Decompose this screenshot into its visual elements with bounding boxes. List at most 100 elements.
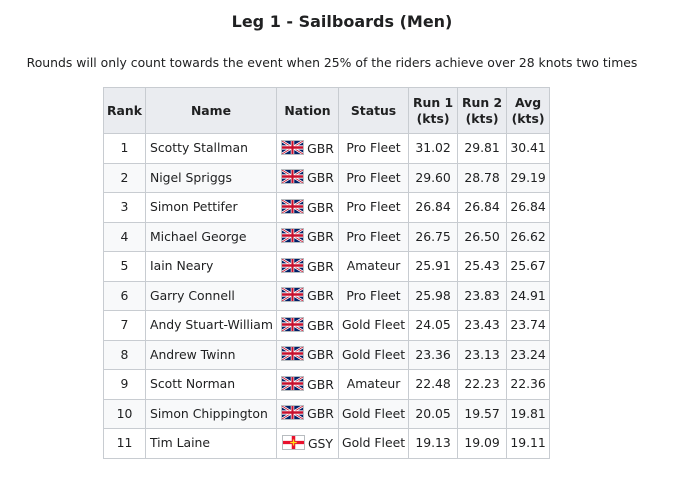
table-row: 6 Garry Connell GBR Pro Fleet 25.98 23.83 24.9… [103,280,551,311]
run1-cell: 24.05 [408,310,459,341]
avg-cell: 30.41 [506,133,551,164]
nation-code: GBR [307,288,334,304]
run2-cell: 26.84 [457,192,508,223]
avg-cell: 23.74 [506,310,551,341]
nation-cell: GBR [275,310,339,341]
col-nation: Nation [275,87,339,134]
table-row: 3 Simon Pettifer GBR Pro Fleet 26.84 26.84 26.… [103,192,551,223]
col-run2: Run 2 (kts) [457,87,508,134]
run1-cell: 31.02 [408,133,459,164]
run1-cell: 19.13 [408,428,459,459]
rank-cell: 2 [103,162,146,193]
status-cell: Gold Fleet [337,339,410,370]
avg-cell: 22.36 [506,369,551,400]
uk-flag-icon [281,346,305,362]
nation-code: GBR [307,347,334,363]
status-cell: Amateur [337,251,410,282]
avg-cell: 19.11 [506,428,551,459]
avg-cell: 26.84 [506,192,551,223]
uk-flag-icon [281,375,305,391]
avg-cell: 29.19 [506,162,551,193]
name-cell: Andrew Twinn [144,339,277,370]
uk-flag-icon [281,257,305,273]
table-row: 7 Andy Stuart-William GBR Gold Fleet 24.05 23… [103,310,551,341]
status-cell: Gold Fleet [337,310,410,341]
name-cell: Scotty Stallman [144,133,277,164]
uk-flag-icon [281,228,305,244]
name-cell: Nigel Spriggs [144,162,277,193]
name-cell: Tim Laine [144,428,277,459]
table-row: 9 Scott Norman GBR Amateur 22.48 22.23 22.36 [103,369,551,400]
rank-cell: 1 [103,133,146,164]
table-row: 2 Nigel Spriggs GBR Pro Fleet 29.60 28.78 29.1… [103,162,551,193]
nation-code: GBR [307,170,334,186]
run1-cell: 23.36 [408,339,459,370]
run2-cell: 22.23 [457,369,508,400]
nation-cell: GBR [275,192,339,223]
status-cell: Pro Fleet [337,162,410,193]
uk-flag-icon [281,169,305,185]
avg-cell: 25.67 [506,251,551,282]
guernsey-flag-icon [281,434,305,450]
nation-cell: GBR [275,251,339,282]
name-cell: Simon Pettifer [144,192,277,223]
nation-cell: GSY [275,428,339,459]
col-name: Name [144,87,277,134]
avg-cell: 24.91 [506,280,551,311]
table-row: 10 Simon Chippington GBR Gold Fleet 20.05 19.… [103,398,551,429]
status-cell: Amateur [337,369,410,400]
table-row: 1 Scotty Stallman GBR Pro Fleet 31.02 29.81 30… [103,133,551,164]
nation-code: GBR [307,199,334,215]
run1-cell: 25.91 [408,251,459,282]
run2-cell: 28.78 [457,162,508,193]
col-status: Status [337,87,410,134]
nation-code: GBR [307,406,334,422]
status-cell: Gold Fleet [337,398,410,429]
run2-cell: 25.43 [457,251,508,282]
col-run1: Run 1 (kts) [408,87,459,134]
run1-cell: 26.75 [408,221,459,252]
nation-cell: GBR [275,221,339,252]
scoring-note: Rounds will only count towards the event… [26,55,638,70]
run1-cell: 22.48 [408,369,459,400]
run2-cell: 23.83 [457,280,508,311]
status-cell: Pro Fleet [337,221,410,252]
results-table: Rank Name Nation Status Run 1 (kts) Run … [103,87,551,459]
name-cell: Garry Connell [144,280,277,311]
rank-cell: 8 [103,339,146,370]
nation-code: GBR [307,258,334,274]
uk-flag-icon [281,139,305,155]
rank-cell: 3 [103,192,146,223]
table-row: 5 Iain Neary GBR Amateur 25.91 25.43 25.67 [103,251,551,282]
col-rank: Rank [103,87,146,134]
run2-cell: 19.09 [457,428,508,459]
run1-cell: 25.98 [408,280,459,311]
nation-cell: GBR [275,339,339,370]
nation-cell: GBR [275,280,339,311]
rank-cell: 11 [103,428,146,459]
table-row: 4 Michael George GBR Pro Fleet 26.75 26.50 26.… [103,221,551,252]
status-cell: Gold Fleet [337,428,410,459]
avg-cell: 19.81 [506,398,551,429]
name-cell: Andy Stuart-William [144,310,277,341]
rank-cell: 7 [103,310,146,341]
page-title: Leg 1 - Sailboards (Men) [231,12,453,31]
status-cell: Pro Fleet [337,133,410,164]
run2-cell: 23.43 [457,310,508,341]
nation-code: GBR [307,317,334,333]
nation-cell: GBR [275,162,339,193]
run2-cell: 23.13 [457,339,508,370]
nation-cell: GBR [275,398,339,429]
name-cell: Michael George [144,221,277,252]
results-body: 1 Scotty Stallman GBR Pro Fleet 31.02 29.81 30… [103,133,551,459]
table-row: 8 Andrew Twinn GBR Gold Fleet 23.36 23.13 23.2… [103,339,551,370]
run1-cell: 29.60 [408,162,459,193]
rank-cell: 10 [103,398,146,429]
table-row: 11 Tim Laine GSY Gold Fleet 19.13 19.09 19.11 [103,428,551,459]
name-cell: Simon Chippington [144,398,277,429]
nation-cell: GBR [275,369,339,400]
uk-flag-icon [281,287,305,303]
status-cell: Pro Fleet [337,192,410,223]
rank-cell: 5 [103,251,146,282]
